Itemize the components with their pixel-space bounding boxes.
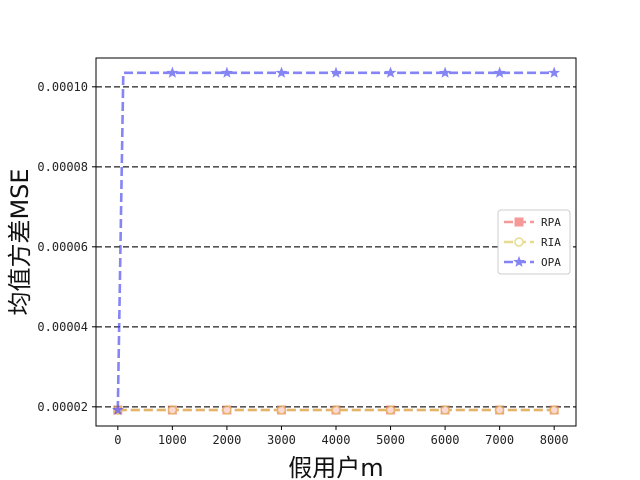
y-tick-label: 0.00006 bbox=[37, 240, 88, 254]
data-point-ria bbox=[494, 405, 505, 415]
data-point-ria bbox=[222, 405, 232, 415]
data-point-opa bbox=[166, 66, 179, 78]
x-tick-label: 8000 bbox=[540, 433, 569, 447]
legend-label: RPA bbox=[541, 216, 561, 229]
data-point-ria bbox=[440, 405, 450, 415]
x-tick-label: 5000 bbox=[376, 433, 405, 447]
series-line-opa bbox=[116, 71, 555, 411]
series-layer bbox=[112, 66, 560, 415]
legend-item-opa: OPA bbox=[504, 255, 561, 269]
x-tick-label: 3000 bbox=[267, 433, 296, 447]
legend-item-ria: RIA bbox=[504, 236, 561, 249]
x-tick-label: 2000 bbox=[212, 433, 241, 447]
y-tick-label: 0.00010 bbox=[37, 80, 88, 94]
legend-swatch-opa bbox=[504, 255, 534, 267]
data-point-ria bbox=[167, 405, 178, 415]
y-tick-label: 0.00004 bbox=[37, 320, 88, 334]
data-point-opa bbox=[330, 66, 342, 78]
x-tick-label: 1000 bbox=[158, 433, 187, 447]
y-axis-label: 均值方差MSE bbox=[6, 168, 34, 315]
y-tick-label: 0.00002 bbox=[37, 400, 88, 414]
data-point-ria bbox=[385, 405, 396, 415]
x-axis: 0 1000 2000 3000 4000 5000 6000 7000 8000 bbox=[114, 426, 569, 447]
x-axis-label: 假用户m bbox=[288, 454, 383, 480]
legend-label: OPA bbox=[541, 256, 561, 269]
legend-marker bbox=[514, 217, 524, 227]
x-tick-label: 6000 bbox=[431, 433, 460, 447]
y-tick-label: 0.00008 bbox=[37, 160, 88, 174]
data-point-opa bbox=[275, 66, 288, 78]
legend-label: RIA bbox=[541, 236, 561, 249]
data-point-ria bbox=[276, 405, 287, 415]
legend-swatch-rpa bbox=[504, 217, 534, 227]
data-point-opa bbox=[439, 66, 451, 78]
legend-item-rpa: RPA bbox=[504, 216, 561, 229]
series-opa bbox=[112, 66, 560, 415]
x-tick-label: 0 bbox=[114, 433, 121, 447]
data-point-opa bbox=[384, 66, 397, 78]
legend: RPA RIA OPA bbox=[497, 209, 571, 275]
x-tick-label: 7000 bbox=[485, 433, 514, 447]
data-point-ria bbox=[331, 405, 341, 415]
legend-swatch-ria bbox=[504, 237, 534, 247]
legend-marker bbox=[513, 255, 525, 267]
y-axis: 0.00002 0.00004 0.00006 0.00008 0.00010 bbox=[37, 80, 96, 414]
data-point-opa bbox=[112, 403, 124, 415]
legend-marker bbox=[514, 237, 524, 247]
data-point-opa bbox=[221, 66, 233, 78]
data-point-opa bbox=[548, 66, 560, 78]
x-tick-label: 4000 bbox=[322, 433, 351, 447]
data-point-ria bbox=[549, 405, 559, 415]
data-point-opa bbox=[493, 66, 506, 78]
